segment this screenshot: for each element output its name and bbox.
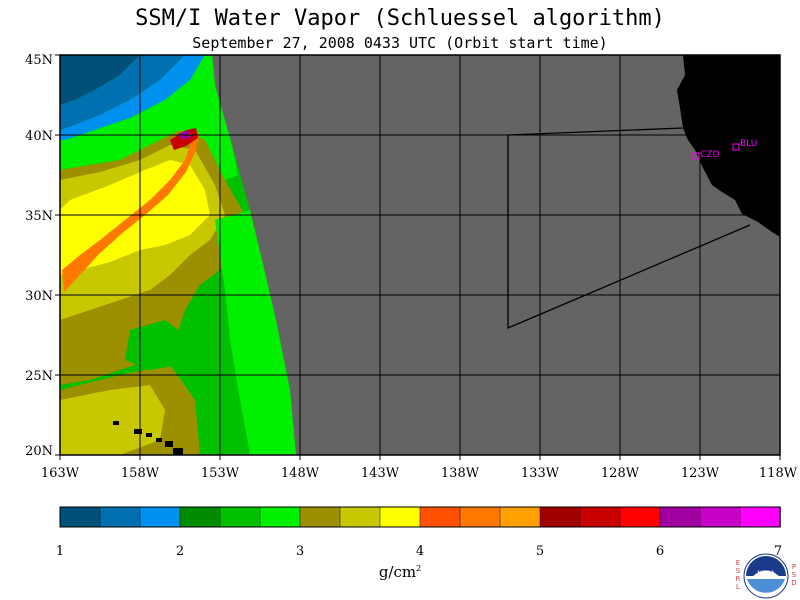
units-exponent: 2 — [416, 564, 422, 573]
x-tick-label: 143W — [361, 466, 400, 481]
colorbar-swatch — [59, 506, 101, 528]
y-tick-label: 45N — [25, 53, 53, 68]
swath-low-vapor-dark — [60, 55, 140, 105]
north-america-land — [677, 55, 780, 237]
logo-letter: S — [735, 567, 741, 575]
swath-layer — [60, 55, 296, 455]
swath-green-edge — [215, 210, 296, 455]
colorbar-swatch — [139, 506, 181, 528]
swath-low-vapor-blue — [60, 55, 185, 130]
colorbar-tick-label: 4 — [416, 544, 424, 559]
colorbar-tick-label: 3 — [296, 544, 304, 559]
x-tick-label: 123W — [681, 466, 720, 481]
x-tick-label: 128W — [601, 466, 640, 481]
graticule — [60, 55, 780, 455]
logo-letter: S — [791, 571, 797, 579]
x-tick-label: 118W — [759, 466, 798, 481]
tick-marks — [55, 54, 781, 460]
units-base: g/cm — [378, 563, 417, 581]
logo-letter: E — [735, 559, 741, 567]
colorbar-swatch — [659, 506, 701, 528]
colorbar-swatch — [539, 506, 581, 528]
hawaii-islands — [113, 421, 183, 455]
station-label-blu: BLU — [740, 139, 757, 149]
colorbar-swatch — [99, 506, 141, 528]
logo-letter: L — [736, 583, 740, 591]
x-tick-label: 148W — [281, 466, 320, 481]
colorbar-tick-labels: 1 2 3 4 5 6 7 — [56, 544, 782, 559]
station-marker-blu — [732, 143, 740, 151]
plot-frame — [59, 54, 781, 456]
colorbar-swatch — [739, 506, 781, 528]
colorbar-units: g/cm2 — [360, 563, 440, 581]
x-tick-label: 163W — [41, 466, 80, 481]
colorbar-swatch — [259, 506, 301, 528]
station-markers: CZD BLU — [692, 139, 757, 160]
colorbar-tick-label: 1 — [56, 544, 64, 559]
track-line — [507, 127, 751, 329]
colorbar-swatch — [419, 506, 461, 528]
noaa-emblem-text: NOAA — [757, 570, 775, 577]
logo-left-letters: E S R L — [735, 559, 741, 591]
colorbar-swatch — [459, 506, 501, 528]
colorbar-swatch — [219, 506, 261, 528]
colorbar-tick-label: 2 — [176, 544, 184, 559]
colorbar-frame — [59, 506, 781, 528]
colorbar-swatch — [699, 506, 741, 528]
colorbar-tick-label: 6 — [656, 544, 664, 559]
logo-letter: D — [791, 579, 797, 587]
colorbar-swatch — [299, 506, 341, 528]
logo-letter: R — [735, 575, 741, 583]
colorbar-swatch — [179, 506, 221, 528]
logo-letter: P — [791, 563, 797, 571]
colorbar-swatch — [579, 506, 621, 528]
y-tick-label: 40N — [25, 129, 53, 144]
colorbar-swatch — [379, 506, 421, 528]
y-axis-labels: 45N 40N 35N 30N 25N 20N — [25, 53, 53, 459]
colorbar-tick-label: 7 — [774, 544, 782, 559]
y-tick-label: 25N — [25, 369, 53, 384]
colorbar-swatch — [339, 506, 381, 528]
x-tick-label: 158W — [121, 466, 160, 481]
swath-high-vapor-streak — [62, 132, 200, 292]
colorbar-swatch — [499, 506, 541, 528]
noaa-emblem: NOAA — [743, 553, 789, 599]
noaa-logo: E S R L NOAA P S D — [733, 553, 799, 599]
swath-light-blue — [60, 55, 205, 140]
station-label-czd: CZD — [700, 150, 719, 160]
colorbar-tick-label: 5 — [536, 544, 544, 559]
logo-right-letters: P S D — [791, 563, 797, 587]
colorbar — [59, 506, 781, 528]
map-title: SSM/I Water Vapor (Schluessel algorithm) — [135, 6, 665, 31]
swath-lower-khaki — [60, 385, 165, 455]
x-axis-labels: 163W 158W 153W 148W 143W 138W 133W 128W … — [41, 466, 798, 481]
colorbar-swatch — [619, 506, 661, 528]
y-tick-label: 35N — [25, 209, 53, 224]
y-tick-label: 20N — [25, 444, 53, 459]
y-tick-label: 30N — [25, 289, 53, 304]
x-tick-label: 138W — [441, 466, 480, 481]
x-tick-label: 133W — [521, 466, 560, 481]
x-tick-label: 153W — [201, 466, 240, 481]
map-subtitle: September 27, 2008 0433 UTC (Orbit start… — [192, 34, 608, 52]
station-marker-czd — [692, 152, 700, 160]
